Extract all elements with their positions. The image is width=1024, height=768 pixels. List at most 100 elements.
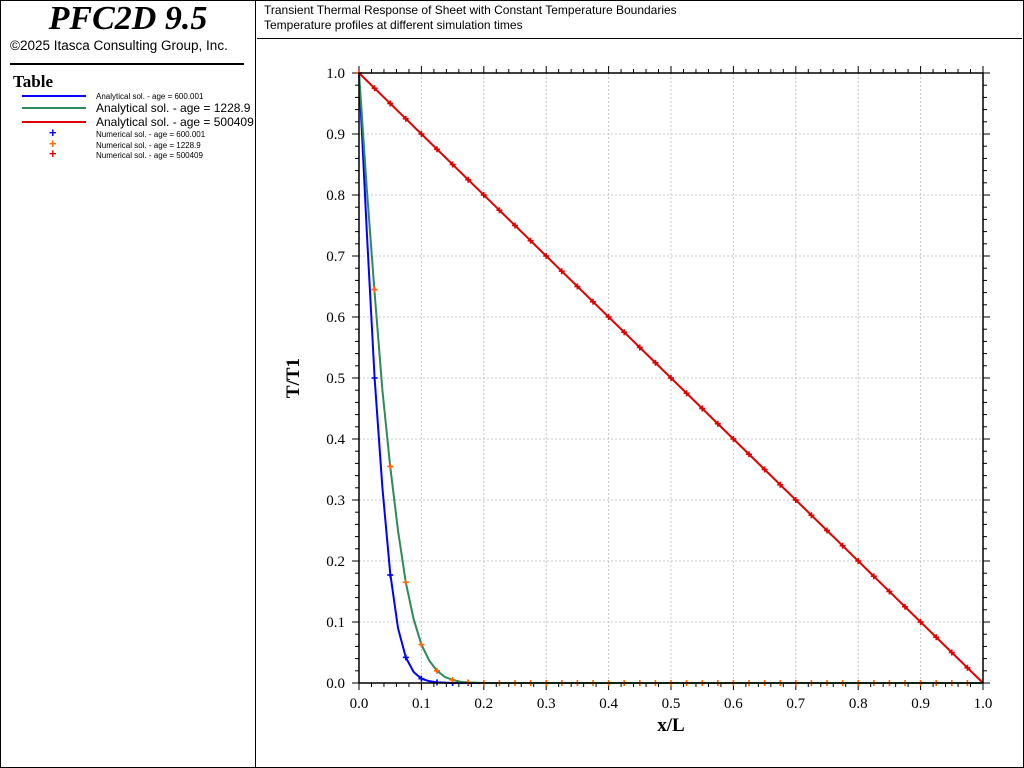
- x-tick-label: 0.3: [537, 696, 556, 712]
- data-point-marker: [636, 344, 643, 351]
- data-point-marker: [590, 298, 596, 305]
- data-point-marker: [465, 176, 472, 183]
- legend-marker-swatch: +: [49, 136, 57, 151]
- data-point-marker: [668, 375, 674, 381]
- data-point-marker: [496, 207, 503, 214]
- legend-entry-analytical-500409: Analytical sol. - age = 500409: [22, 115, 254, 129]
- x-tick-label: 1.0: [974, 696, 993, 712]
- x-tick-label: 0.7: [786, 696, 805, 712]
- data-point-marker: [839, 542, 846, 549]
- data-point-marker: [870, 573, 877, 580]
- data-point-marker: [792, 497, 799, 503]
- chart: 0.0 0.1 0.2 0.3 0.4 0.5 0.6 0.7 0.8 0.9 1.0 0.0 0.1 0…: [283, 66, 992, 736]
- data-point-marker: [387, 463, 394, 470]
- x-tick-label: 0.0: [350, 696, 369, 712]
- x-tick-label: 0.8: [849, 696, 868, 712]
- grid: [359, 73, 983, 683]
- data-point-marker: [418, 131, 425, 137]
- legend-marker-swatch: +: [49, 146, 57, 161]
- data-point-marker: [933, 634, 940, 641]
- legend-panel: PFC2D 9.5 ©2025 Itasca Consulting Group,…: [0, 0, 256, 768]
- data-point-marker: [402, 115, 409, 122]
- plot-subtitle: Temperature profiles at different simula…: [264, 18, 523, 32]
- legend-entry-numerical-1228: + Numerical sol. - age = 1228.9: [22, 136, 201, 151]
- app-title: PFC2D 9.5: [48, 0, 208, 37]
- x-tick-label: 0.2: [474, 696, 493, 712]
- data-point-marker: [886, 588, 893, 595]
- legend-title: Table: [13, 72, 54, 91]
- legend-entry-analytical-600: Analytical sol. - age = 600.001: [22, 90, 203, 102]
- data-point-marker: [558, 268, 565, 275]
- data-point-marker: [917, 619, 924, 625]
- data-point-marker: [418, 641, 425, 648]
- data-point-marker: [371, 85, 378, 92]
- legend-line-swatch: [22, 107, 86, 109]
- data-point-marker: [434, 146, 440, 153]
- data-point-marker: [543, 253, 550, 259]
- data-point-marker: [746, 451, 752, 458]
- y-tick-label: 0.2: [326, 554, 345, 570]
- data-point-marker: [574, 283, 581, 290]
- data-point-marker: [480, 192, 487, 198]
- data-point-marker: [855, 558, 862, 564]
- data-point-marker: [761, 466, 768, 473]
- title-divider: [10, 63, 244, 65]
- y-tick-label: 0.4: [326, 432, 345, 448]
- data-point-marker: [605, 314, 612, 320]
- copyright-text: ©2025 Itasca Consulting Group, Inc.: [10, 38, 228, 53]
- y-tick-label: 0.7: [326, 249, 345, 265]
- data-point-marker: [621, 329, 628, 336]
- y-tick-label: 0.1: [326, 615, 345, 631]
- data-point-marker: [777, 481, 784, 488]
- legend-marker-swatch: +: [49, 125, 57, 140]
- x-tick-label: 0.1: [412, 696, 431, 712]
- data-point-marker: [964, 664, 971, 671]
- data-point-marker: [902, 603, 908, 610]
- legend-entry-numerical-600: + Numerical sol. - age = 600.001: [22, 125, 206, 140]
- data-point-marker: [418, 675, 425, 682]
- x-tick-label: 0.5: [662, 696, 681, 712]
- x-tick-label: 0.9: [911, 696, 930, 712]
- data-point-marker: [808, 512, 815, 519]
- y-tick-label: 0.0: [326, 676, 345, 692]
- tick-labels: 0.0 0.1 0.2 0.3 0.4 0.5 0.6 0.7 0.8 0.9 1.0 0.0 0.1 0…: [326, 66, 992, 712]
- plot-title: Transient Thermal Response of Sheet with…: [264, 3, 677, 17]
- legend-entry-analytical-1228: Analytical sol. - age = 1228.9: [22, 101, 251, 115]
- y-tick-label: 0.8: [326, 188, 345, 204]
- plot-header: Transient Thermal Response of Sheet with…: [257, 0, 1022, 39]
- data-point-marker: [402, 654, 409, 661]
- plot-area-border: [358, 72, 984, 684]
- legend-label: Analytical sol. - age = 500409: [96, 115, 254, 129]
- data-point-marker: [387, 572, 394, 579]
- legend-label: Numerical sol. - age = 500409: [96, 150, 203, 160]
- y-tick-label: 0.6: [326, 310, 345, 326]
- data-point-marker: [387, 100, 394, 107]
- legend-label: Analytical sol. - age = 600.001: [96, 91, 204, 101]
- data-point-marker: [449, 676, 456, 683]
- y-axis-title: T/T1: [283, 358, 304, 398]
- legend-line-swatch: [22, 95, 86, 97]
- legend-label: Numerical sol. - age = 1228.9: [96, 140, 201, 150]
- legend-entry-numerical-500409: + Numerical sol. - age = 500409: [22, 146, 203, 161]
- x-tick-label: 0.4: [599, 696, 618, 712]
- y-tick-label: 0.3: [326, 493, 345, 509]
- data-point-marker: [371, 286, 378, 293]
- data-point-marker: [434, 667, 440, 674]
- data-point-marker: [371, 375, 378, 381]
- y-tick-label: 0.5: [326, 371, 345, 387]
- data-point-marker: [948, 649, 955, 656]
- data-point-marker: [402, 579, 409, 586]
- data-point-marker: [512, 222, 518, 229]
- data-point-marker: [683, 390, 690, 397]
- y-tick-label: 1.0: [326, 66, 345, 82]
- data-point-marker: [699, 405, 706, 412]
- legend-label: Numerical sol. - age = 600.001: [96, 129, 206, 139]
- legend-line-swatch: [22, 121, 86, 123]
- legend-label: Analytical sol. - age = 1228.9: [96, 101, 251, 115]
- data-point-marker: [714, 420, 721, 427]
- x-tick-label: 0.6: [724, 696, 743, 712]
- data-point-marker: [730, 436, 737, 442]
- x-axis-title: x/L: [657, 715, 684, 736]
- data-point-marker: [824, 527, 830, 534]
- data-point-marker: [449, 161, 456, 168]
